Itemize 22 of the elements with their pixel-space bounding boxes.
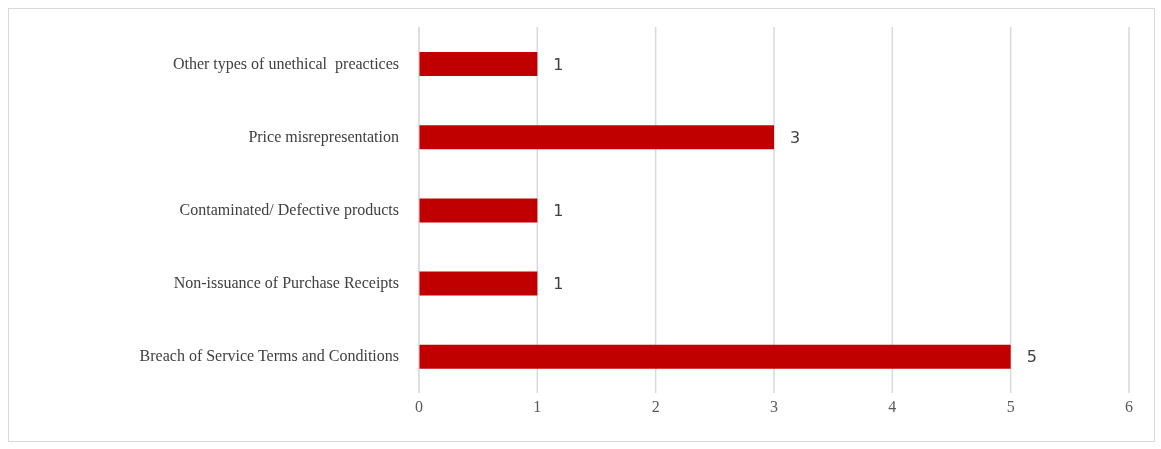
- bar: [419, 52, 538, 76]
- y-tick-label: Breach of Service Terms and Conditions: [139, 347, 399, 365]
- x-tick-label: 0: [415, 398, 423, 416]
- y-tick-label: Other types of unethical preactices: [172, 54, 399, 73]
- bar: [419, 198, 538, 223]
- y-tick-label: Contaminated/ Defective products: [179, 201, 399, 219]
- data-label: 1: [553, 274, 564, 294]
- x-tick-label: 6: [1125, 398, 1133, 416]
- bar: [419, 271, 538, 296]
- data-label: 5: [1026, 347, 1037, 367]
- data-label: 3: [790, 127, 801, 147]
- data-label: 1: [553, 54, 564, 74]
- x-tick-label: 4: [888, 398, 897, 416]
- bar: [419, 125, 774, 150]
- x-tick-label: 5: [1006, 398, 1015, 416]
- x-tick-label: 2: [651, 398, 660, 416]
- y-tick-label: Price misrepresentation: [248, 127, 399, 146]
- x-tick-label: 3: [770, 398, 778, 416]
- x-tick-label: 1: [533, 398, 542, 416]
- data-label: 1: [553, 201, 564, 221]
- bar: [419, 344, 1011, 369]
- y-tick-label: Non-issuance of Purchase Receipts: [173, 274, 399, 293]
